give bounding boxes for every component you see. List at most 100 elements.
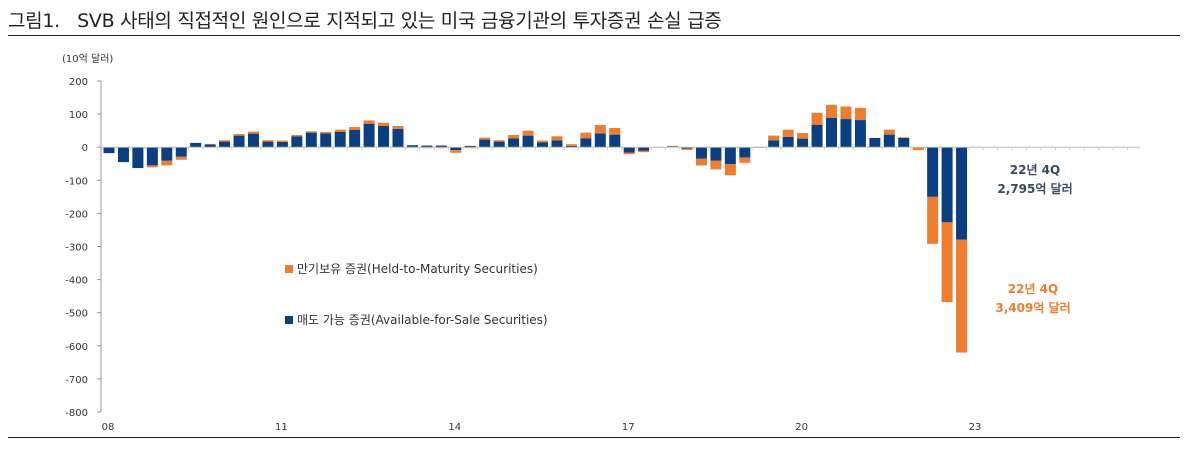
bar-afs xyxy=(638,147,650,151)
y-tick-label: -500 xyxy=(65,309,88,320)
bar-htm xyxy=(840,106,852,120)
bar-afs xyxy=(551,140,563,148)
bar-afs xyxy=(161,147,173,161)
top-divider xyxy=(8,35,1180,36)
annotation-htm-line2: 3,409억 달러 xyxy=(995,300,1070,315)
bar-afs xyxy=(768,140,780,148)
bar-afs xyxy=(782,136,794,148)
bar-afs xyxy=(840,119,852,148)
bar-htm xyxy=(927,196,939,244)
bar-afs xyxy=(219,141,231,148)
bar-afs xyxy=(854,120,866,148)
bar-htm xyxy=(276,140,288,142)
y-tick-label: 0 xyxy=(82,143,88,154)
bar-htm xyxy=(161,160,173,166)
bar-htm xyxy=(262,140,274,142)
y-tick-label: 100 xyxy=(69,110,88,121)
bar-afs xyxy=(710,147,722,161)
bars xyxy=(103,104,968,353)
bar-afs xyxy=(291,136,303,148)
bar-htm xyxy=(811,112,823,125)
bar-afs xyxy=(724,147,736,165)
bar-htm xyxy=(565,144,577,146)
bar-afs xyxy=(450,147,462,151)
bar-afs xyxy=(305,132,317,148)
figure-title: 그림1. SVB 사태의 직접적인 원인으로 지적되고 있는 미국 금융기관의 … xyxy=(8,10,722,32)
y-axis-unit-label: (10억 달러) xyxy=(62,53,113,65)
legend-label-afs: 매도 가능 증권(Available-for-Sale Securities) xyxy=(297,313,548,327)
bar-htm xyxy=(638,150,650,153)
bar-afs xyxy=(739,147,751,158)
bar-afs xyxy=(276,141,288,148)
bar-htm xyxy=(479,137,491,140)
bar-htm xyxy=(175,156,187,160)
bar-htm xyxy=(233,133,245,136)
bar-htm xyxy=(378,122,390,127)
bar-htm xyxy=(291,134,303,137)
bar-htm xyxy=(508,134,520,139)
bar-afs xyxy=(146,147,158,166)
bar-htm xyxy=(768,135,780,141)
bar-afs xyxy=(927,147,939,197)
bar-afs xyxy=(262,141,274,148)
bar-htm xyxy=(826,104,837,118)
bar-afs xyxy=(956,147,968,240)
bar-afs xyxy=(508,138,520,148)
bar-htm xyxy=(493,140,505,142)
bar-afs xyxy=(883,134,895,148)
bar-afs xyxy=(190,142,202,148)
bar-htm xyxy=(392,126,404,129)
bar-afs xyxy=(334,131,346,148)
bar-htm xyxy=(594,125,606,134)
legend-swatch-htm xyxy=(285,265,293,273)
bar-htm xyxy=(580,132,592,139)
bar-afs xyxy=(565,145,577,148)
bar-htm xyxy=(450,150,462,153)
bar-htm xyxy=(305,131,317,133)
bar-afs xyxy=(681,147,693,149)
bar-htm xyxy=(797,132,809,139)
x-tick-label: 11 xyxy=(275,422,288,433)
y-tick-label: -800 xyxy=(65,408,88,419)
bar-htm xyxy=(898,137,910,138)
bar-afs xyxy=(320,133,332,148)
bar-htm xyxy=(695,158,707,166)
bar-afs xyxy=(435,145,447,148)
bar-htm xyxy=(522,130,534,136)
bar-afs xyxy=(132,147,144,169)
legend: 만기보유 증권(Held-to-Maturity Securities) 매도 … xyxy=(285,262,548,327)
bar-htm xyxy=(334,129,346,132)
bar-afs xyxy=(464,145,476,148)
bar-afs xyxy=(204,144,216,148)
bar-htm xyxy=(146,165,158,168)
legend-swatch-afs xyxy=(285,316,293,324)
bar-afs xyxy=(898,137,910,148)
bar-afs xyxy=(941,147,953,223)
bar-htm xyxy=(667,145,679,147)
bar-htm xyxy=(320,131,332,134)
bar-htm xyxy=(956,239,968,353)
bar-htm xyxy=(710,160,722,170)
bar-htm xyxy=(883,129,895,135)
y-tick-label: -100 xyxy=(65,176,88,187)
bar-afs xyxy=(493,141,505,148)
bar-afs xyxy=(378,126,390,148)
bar-afs xyxy=(826,117,837,148)
bar-afs xyxy=(811,124,823,148)
bar-afs xyxy=(869,137,881,148)
bar-afs xyxy=(103,147,115,154)
bar-afs xyxy=(248,133,259,148)
annotation-htm: 22년 4Q 3,409억 달러 xyxy=(995,282,1070,315)
bar-htm xyxy=(248,131,259,134)
bar-htm xyxy=(219,140,231,142)
bar-afs xyxy=(175,147,187,157)
annotation-htm-line1: 22년 4Q xyxy=(1008,282,1058,296)
bar-htm xyxy=(739,157,751,163)
x-tick-label: 20 xyxy=(795,422,808,433)
annotation-afs: 22년 4Q 2,795억 달러 xyxy=(997,163,1072,196)
annotation-afs-line1: 22년 4Q xyxy=(1010,163,1060,177)
bar-htm xyxy=(941,222,953,303)
y-tick-label: -600 xyxy=(65,342,88,353)
bar-htm xyxy=(609,128,621,135)
x-tick-label: 23 xyxy=(969,422,982,433)
